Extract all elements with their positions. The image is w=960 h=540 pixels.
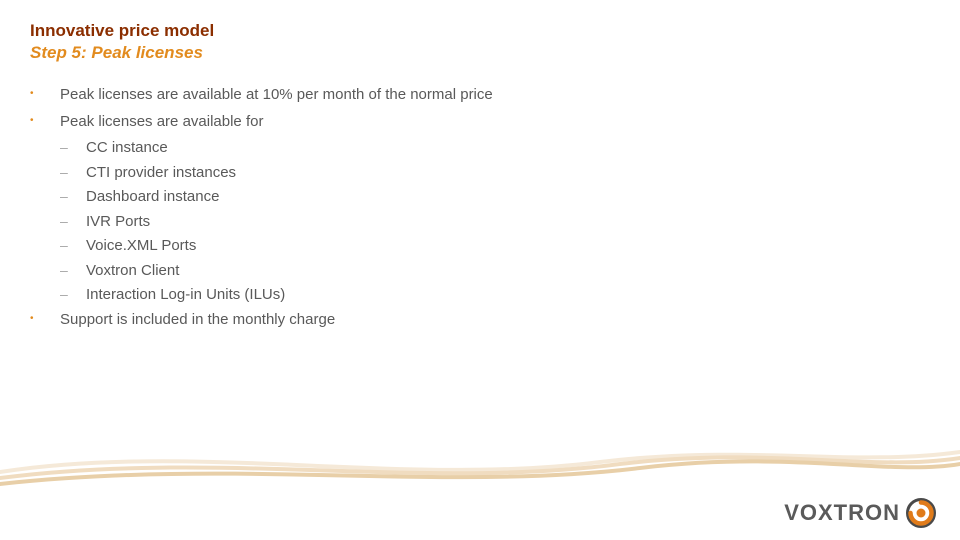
bullet-item: • Peak licenses are available for [30, 111, 930, 134]
slide: Innovative price model Step 5: Peak lice… [0, 0, 960, 540]
sub-item: – Voxtron Client [30, 260, 930, 283]
title-block: Innovative price model Step 5: Peak lice… [30, 20, 930, 64]
bullet-item: • Peak licenses are available at 10% per… [30, 84, 930, 107]
sub-marker: – [60, 284, 86, 305]
swoosh-decoration [0, 430, 960, 490]
sub-item: – CC instance [30, 137, 930, 160]
bullet-marker: • [30, 111, 60, 126]
sub-marker: – [60, 186, 86, 207]
sub-marker: – [60, 137, 86, 158]
sub-text: CTI provider instances [86, 162, 236, 185]
bullet-text: Support is included in the monthly charg… [60, 309, 335, 332]
bullet-marker: • [30, 84, 60, 99]
logo-mark-icon [906, 498, 936, 528]
title-line1: Innovative price model [30, 20, 930, 42]
sub-text: Interaction Log-in Units (ILUs) [86, 284, 285, 307]
bullet-text: Peak licenses are available at 10% per m… [60, 84, 493, 107]
bullet-marker: • [30, 309, 60, 324]
sub-item: – IVR Ports [30, 211, 930, 234]
sub-text: Voxtron Client [86, 260, 179, 283]
logo-text: VOXTRON [784, 500, 900, 526]
sub-marker: – [60, 211, 86, 232]
content: • Peak licenses are available at 10% per… [30, 84, 930, 331]
sub-item: – Voice.XML Ports [30, 235, 930, 258]
sub-text: CC instance [86, 137, 168, 160]
sub-marker: – [60, 235, 86, 256]
sub-text: Dashboard instance [86, 186, 219, 209]
bullet-text: Peak licenses are available for [60, 111, 263, 134]
sub-item: – Dashboard instance [30, 186, 930, 209]
bullet-item: • Support is included in the monthly cha… [30, 309, 930, 332]
logo: VOXTRON [784, 498, 936, 528]
sub-item: – Interaction Log-in Units (ILUs) [30, 284, 930, 307]
sub-text: Voice.XML Ports [86, 235, 196, 258]
sub-text: IVR Ports [86, 211, 150, 234]
sub-marker: – [60, 162, 86, 183]
sub-marker: – [60, 260, 86, 281]
title-line2: Step 5: Peak licenses [30, 42, 930, 64]
sub-item: – CTI provider instances [30, 162, 930, 185]
